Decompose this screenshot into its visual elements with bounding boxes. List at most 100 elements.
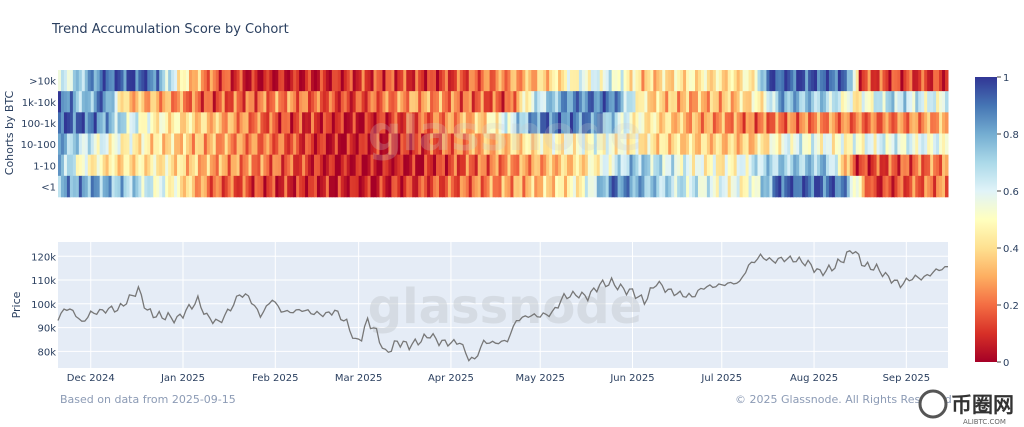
heatmap-cell (596, 112, 601, 134)
heatmap-cell (891, 175, 895, 198)
heatmap-cell (501, 70, 505, 92)
heatmap-cell (945, 154, 949, 177)
heatmap-cell (194, 70, 199, 92)
heatmap-cell (587, 175, 592, 198)
heatmap-cell (418, 112, 422, 134)
heatmap-cell (251, 133, 255, 155)
heatmap-cell (135, 154, 139, 177)
heatmap-cell (477, 175, 482, 198)
heatmap-cell (325, 91, 330, 113)
heatmap-cell (623, 175, 628, 198)
corner-logo-icon (918, 389, 948, 419)
heatmap-cell (233, 133, 238, 155)
heatmap-cell (558, 175, 562, 198)
heatmap-cell (784, 154, 788, 177)
heatmap-cell (561, 133, 565, 155)
heatmap-cell (569, 133, 574, 155)
heatmap-cell (712, 112, 717, 134)
heatmap-cell (358, 70, 363, 92)
heatmap-cell (105, 154, 110, 177)
heatmap-cell (311, 70, 315, 92)
heatmap-cell (328, 112, 333, 134)
heatmap-cell (346, 133, 351, 155)
heatmap-cell (290, 112, 294, 134)
heatmap-cell (620, 133, 625, 155)
heatmap-cell (763, 154, 767, 177)
heatmap-cell (450, 133, 455, 155)
heatmap-cell (373, 70, 377, 92)
heatmap-cell (662, 133, 666, 155)
heatmap-cell (325, 112, 330, 134)
heatmap-cell (686, 112, 690, 134)
heatmap-cell (558, 133, 562, 155)
heatmap-cell (546, 91, 550, 113)
heatmap-cell (683, 133, 687, 155)
heatmap-cell (596, 175, 601, 198)
heatmap-cell (590, 133, 595, 155)
heatmap-cell (802, 133, 806, 155)
heatmap-cell (760, 154, 764, 177)
heatmap-cell (831, 175, 836, 198)
heatmap-cell (319, 154, 324, 177)
heatmap-cell (180, 133, 184, 155)
heatmap-cell (162, 154, 166, 177)
heatmap-cell (694, 154, 699, 177)
heatmap-cell (641, 175, 645, 198)
heatmap-cell (400, 70, 404, 92)
heatmap-cell (775, 154, 779, 177)
heatmap-cell (188, 154, 193, 177)
heatmap-cell (590, 154, 595, 177)
heatmap-cell (343, 175, 348, 198)
heatmap-cell (313, 175, 318, 198)
heatmap-cell (290, 175, 294, 198)
heatmap-cell (364, 154, 369, 177)
heatmap-cell (391, 91, 395, 113)
heatmap-cell (111, 175, 116, 198)
heatmap-cell (185, 154, 190, 177)
heatmap-cell (543, 133, 547, 155)
heatmap-cell (495, 154, 500, 177)
heatmap-cell (69, 154, 74, 177)
heatmap-cell (337, 91, 342, 113)
heatmap-cell (260, 112, 264, 134)
heatmap-cell (590, 112, 595, 134)
heatmap-cell (686, 70, 690, 92)
heatmap-cell (412, 91, 416, 113)
heatmap-cell (212, 154, 217, 177)
heatmap-cell (513, 70, 517, 92)
heatmap-cell (218, 91, 223, 113)
heatmap-cell (430, 154, 434, 177)
heatmap-cell (102, 70, 107, 92)
heatmap-cell (313, 70, 318, 92)
heatmap-cell (828, 133, 833, 155)
heatmap-cell (200, 133, 205, 155)
heatmap-cell (721, 133, 726, 155)
heatmap-cell (263, 175, 267, 198)
heatmap-cell (498, 154, 503, 177)
heatmap-cell (406, 91, 410, 113)
heatmap-cell (171, 175, 175, 198)
heatmap-cell (251, 112, 255, 134)
heatmap-cell (99, 70, 104, 92)
heatmap-cell (108, 133, 113, 155)
heatmap-cell (799, 175, 803, 198)
heatmap-cell (736, 175, 741, 198)
heatmap-cell (653, 133, 657, 155)
heatmap-cell (552, 154, 556, 177)
heatmap-cell (861, 91, 866, 113)
heatmap-cell (635, 112, 639, 134)
heatmap-cell (519, 70, 523, 92)
heatmap-cell (939, 175, 943, 198)
heatmap-cell (927, 112, 931, 134)
heatmap-cell (575, 91, 580, 113)
heatmap-cell (439, 154, 443, 177)
heatmap-cell (334, 112, 339, 134)
heatmap-cell (322, 133, 327, 155)
heatmap-cell (248, 70, 252, 92)
heatmap-cell (581, 91, 586, 113)
heatmap-cell (471, 154, 476, 177)
heatmap-cell (409, 112, 413, 134)
heatmap-cell (781, 112, 785, 134)
heatmap-cell (662, 154, 666, 177)
heatmap-cell (275, 91, 279, 113)
